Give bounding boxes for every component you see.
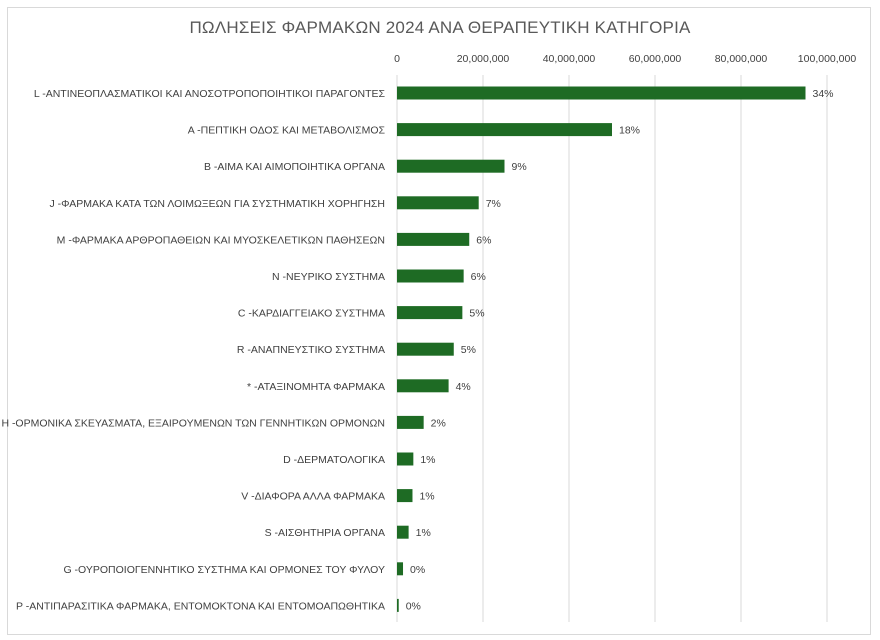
category-label: A -ΠΕΠΤΙΚΗ ΟΔΟΣ ΚΑΙ ΜΕΤΑΒΟΛΙΣΜΟΣ (188, 125, 386, 137)
category-label: S -ΑΙΣΘΗΤΗΡΙΑ ΟΡΓΑΝΑ (265, 527, 385, 539)
category-label: N -ΝΕΥΡΙΚΟ ΣΥΣΤΗΜΑ (272, 271, 385, 283)
bar (397, 562, 404, 576)
data-label: 4% (456, 381, 471, 393)
data-label: 18% (619, 125, 640, 137)
data-label: 34% (813, 88, 834, 100)
category-label: * -ΑΤΑΞΙΝΟΜΗΤΑ ΦΑΡΜΑΚΑ (247, 381, 385, 393)
bar (397, 232, 470, 246)
bar (397, 452, 414, 466)
bars (397, 86, 806, 612)
x-tick-label: 20,000,000 (457, 53, 510, 65)
category-label: B -ΑΙΜΑ ΚΑΙ ΑΙΜΟΠΟΙΗΤΙΚΑ ΟΡΓΑΝΑ (204, 161, 385, 173)
category-label: R -ΑΝΑΠΝΕΥΣΤΙΚΟ ΣΥΣΤΗΜΑ (237, 344, 385, 356)
bar (397, 598, 399, 612)
category-label: H -ΟΡΜΟΝΙΚΑ ΣΚΕΥΑΣΜΑΤΑ, ΕΞΑΙΡΟΥΜΕΝΩΝ ΤΩΝ… (1, 417, 385, 429)
category-label: M -ΦΑΡΜΑΚΑ ΑΡΘΡΟΠΑΘΕΙΩΝ ΚΑΙ ΜΥΟΣΚΕΛΕΤΙΚΩ… (57, 234, 385, 246)
chart-title: ΠΩΛΗΣΕΙΣ ΦΑΡΜΑΚΩΝ 2024 ΑΝΑ ΘΕΡΑΠΕΥΤΙΚΗ Κ… (189, 18, 691, 37)
x-tick-label: 60,000,000 (629, 53, 682, 65)
bar (397, 196, 479, 210)
category-label: J -ΦΑΡΜΑΚΑ ΚΑΤΑ ΤΩΝ ΛΟΙΜΩΞΕΩΝ ΓΙΑ ΣΥΣΤΗΜ… (49, 198, 385, 210)
x-axis-tick-labels: 0 20,000,000 40,000,000 60,000,000 80,000,00… (394, 53, 856, 65)
x-tick-label: 0 (394, 53, 400, 65)
category-label: L -ΑΝΤΙΝΕΟΠΛΑΣΜΑΤΙΚΟΙ ΚΑΙ ΑΝΟΣΟΤΡΟΠΟΠΟΙΗ… (34, 88, 386, 100)
bar (397, 269, 464, 283)
data-label: 6% (476, 234, 491, 246)
x-tick-label: 100,000,000 (798, 53, 857, 65)
data-label: 5% (469, 308, 484, 320)
data-label: 1% (416, 527, 431, 539)
bar (397, 306, 463, 320)
category-label: C -ΚΑΡΔΙΑΓΓΕΙΑΚΟ ΣΥΣΤΗΜΑ (238, 308, 385, 320)
data-label: 0% (410, 564, 425, 576)
bar (397, 379, 449, 393)
bar (397, 525, 409, 539)
bar (397, 342, 454, 356)
bar (397, 123, 612, 137)
data-label: 9% (512, 161, 527, 173)
category-label: D -ΔΕΡΜΑΤΟΛΟΓΙΚΑ (283, 454, 385, 466)
bar (397, 489, 413, 503)
data-labels: 34% 18% 9% 7% 6% 6% 5% 5% 4% 2% 1% 1% 1% 0% 0% (406, 88, 834, 612)
data-label: 2% (431, 417, 446, 429)
category-label: P -ΑΝΤΙΠΑΡΑΣΙΤΙΚΑ ΦΑΡΜΑΚΑ, ΕΝΤΟΜΟΚΤΟΝΑ Κ… (16, 600, 385, 612)
bar (397, 86, 806, 100)
data-label: 0% (406, 600, 421, 612)
data-label: 1% (420, 454, 435, 466)
data-label: 7% (486, 198, 501, 210)
bar (397, 159, 505, 173)
category-label: V -ΔΙΑΦΟΡΑ ΑΛΛΑ ΦΑΡΜΑΚΑ (241, 491, 385, 503)
x-tick-label: 40,000,000 (543, 53, 596, 65)
x-tick-label: 80,000,000 (715, 53, 768, 65)
category-label: G -ΟΥΡΟΠΟΙΟΓΕΝΝΗΤΙΚΟ ΣΥΣΤΗΜΑ ΚΑΙ ΟΡΜΟΝΕΣ… (63, 564, 385, 576)
data-label: 6% (471, 271, 486, 283)
chart-frame (7, 7, 871, 635)
bar (397, 415, 424, 429)
data-label: 1% (419, 491, 434, 503)
data-label: 5% (461, 344, 476, 356)
category-labels: L -ΑΝΤΙΝΕΟΠΛΑΣΜΑΤΙΚΟΙ ΚΑΙ ΑΝΟΣΟΤΡΟΠΟΠΟΙΗ… (1, 88, 385, 612)
